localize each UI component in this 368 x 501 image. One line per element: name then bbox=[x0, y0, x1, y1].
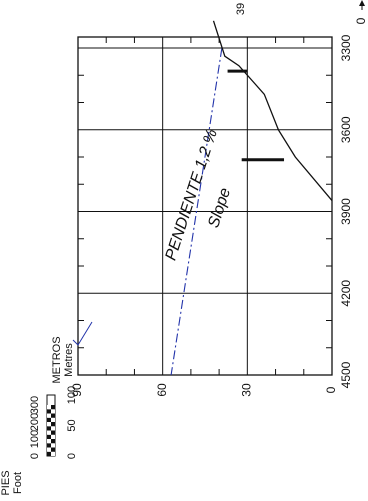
scale-bar-foot-tick: 0 bbox=[29, 453, 41, 459]
scale-bar-segment-metre bbox=[51, 413, 55, 418]
scale-bar-segment-foot bbox=[47, 409, 51, 414]
tick-label-height: 30 bbox=[240, 383, 254, 397]
scale-bar-foot-label: PIES bbox=[0, 470, 12, 495]
tick-label-distance: 4200 bbox=[339, 280, 353, 307]
slope-label-en: Slope bbox=[205, 186, 234, 230]
scale-bar-segment-foot bbox=[47, 434, 51, 439]
scale-bar-metre-label-en: Metres bbox=[63, 343, 75, 377]
scale-bar-segment-foot bbox=[47, 443, 51, 448]
scale-bar-segment-foot bbox=[47, 426, 51, 431]
scale-bar-segment-metre bbox=[51, 443, 55, 448]
scale-bar-segment-metre bbox=[51, 405, 55, 410]
scale-bar-segment-metre bbox=[51, 417, 55, 422]
scale-bar-segment-foot bbox=[47, 439, 51, 444]
scale-bar-segment-metre bbox=[51, 434, 55, 439]
scale-bar-metre-tick: 50 bbox=[66, 419, 78, 431]
blue-check-mark bbox=[72, 321, 93, 346]
scale-bar-segment-foot bbox=[47, 405, 51, 410]
scale-bar-segment-metre bbox=[51, 409, 55, 414]
arrow-up-icon bbox=[359, 0, 365, 6]
scale-bar-metre-label: METROS bbox=[51, 336, 63, 383]
tick-label-distance: 3600 bbox=[339, 116, 353, 143]
scale-bar-segment-foot bbox=[47, 417, 51, 422]
scale-bar-metre-tick: 100 bbox=[66, 386, 78, 404]
scale-bar-foot-tick: 100 bbox=[29, 430, 41, 448]
tick-label-distance: 3300 bbox=[339, 34, 353, 61]
scale-bar-segment-foot bbox=[47, 422, 51, 427]
series-terrain bbox=[212, 20, 333, 202]
tick-label-distance: 4500 bbox=[339, 361, 353, 388]
scale-bar-metre-tick: 0 bbox=[66, 453, 78, 459]
scale-bar-segment-foot bbox=[47, 447, 51, 452]
plot-frame bbox=[77, 36, 333, 376]
scale-bar-foot-tick: 300 bbox=[29, 396, 41, 414]
scale-bar-foot-label-en: Foot bbox=[12, 472, 24, 494]
scale-bar-segment-metre bbox=[51, 439, 55, 444]
scale-bar-segment-metre bbox=[51, 430, 55, 435]
scale-bar-segment-foot bbox=[47, 451, 51, 456]
scale-bar-segment-foot bbox=[47, 430, 51, 435]
scale-bar-segment-metre bbox=[51, 426, 55, 431]
arrow-zero-label: 0 bbox=[354, 17, 368, 24]
scale-bar-segment-metre bbox=[51, 447, 55, 452]
tick-label-height: 60 bbox=[155, 383, 169, 397]
scale-bar-segment-metre bbox=[51, 422, 55, 427]
series-glide-path bbox=[170, 47, 223, 376]
scale-bar-segment-metre bbox=[51, 451, 55, 456]
tick-label-distance: 3900 bbox=[339, 198, 353, 225]
tick-label-height: 0 bbox=[324, 386, 338, 393]
scale-bar-foot-tick: 200 bbox=[29, 413, 41, 431]
slope-label: PENDIENTE 1,2 % bbox=[162, 127, 220, 262]
tick-label-height: 90 bbox=[70, 383, 84, 397]
top-value-label: 39 bbox=[235, 3, 247, 15]
scale-bar-segment-foot bbox=[47, 413, 51, 418]
